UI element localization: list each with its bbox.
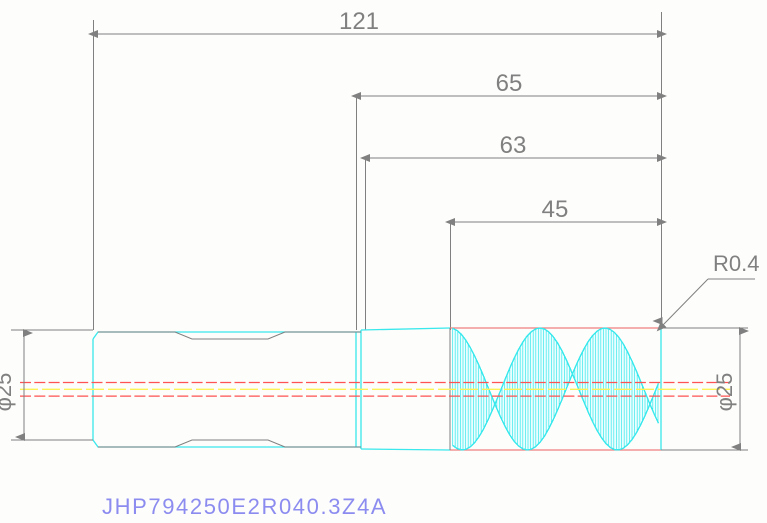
svg-text:63: 63 [500,132,527,159]
svg-text:φ25: φ25 [712,373,737,412]
svg-text:JHP794250E2R040.3Z4A: JHP794250E2R040.3Z4A [102,494,387,519]
svg-text:R0.4: R0.4 [713,251,759,276]
svg-text:65: 65 [496,70,523,97]
svg-text:45: 45 [542,196,569,223]
svg-text:φ25: φ25 [0,373,16,412]
svg-text:121: 121 [339,8,379,35]
